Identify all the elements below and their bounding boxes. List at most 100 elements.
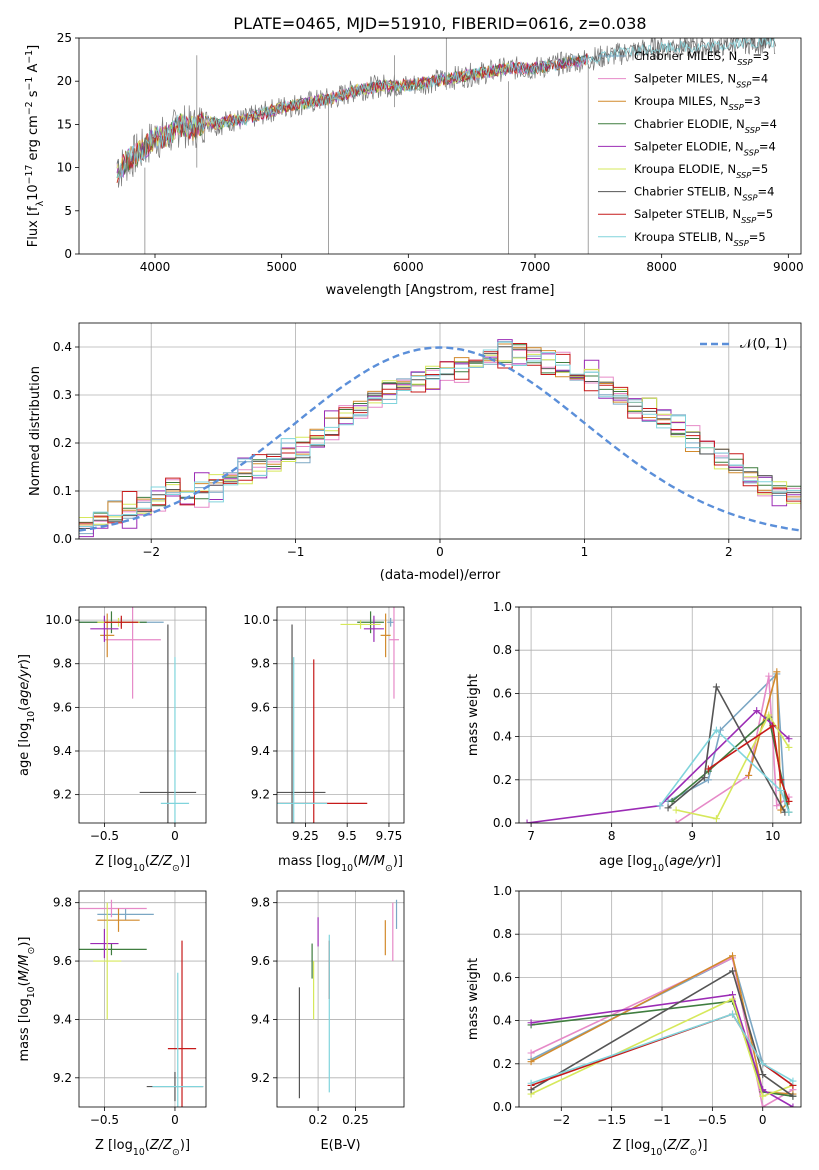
weight-marker-5 [729,995,737,1003]
y-axis-label: mass [log10(M/M⊙)] [17,937,37,1062]
y-tick-label: 5 [64,204,72,218]
x-tick-label: 10 [765,829,780,843]
legend-entry-3: Chabrier ELODIE, NSSP=4 [634,117,777,135]
weight-marker-6 [700,774,708,782]
y-tick-label: 9.6 [251,954,270,968]
x-tick-label: −2 [142,545,160,559]
y-tick-label: 0.4 [493,1014,512,1028]
y-tick-label: 0.6 [493,970,512,984]
y-tick-label: 25 [57,31,72,45]
weight-marker-1 [773,802,781,810]
x-tick-label: 8000 [646,260,677,274]
weight-marker-4 [789,1103,797,1107]
x-tick-label: 0 [759,1113,767,1127]
weight-marker-1 [765,672,773,680]
x-tick-label: 7 [527,829,535,843]
y-tick-label: 1.0 [493,884,512,898]
x-axis-label: age [log10(age/yr)] [599,854,721,874]
y-tick-label: 0.2 [53,436,72,450]
y-tick-label: 0.8 [493,927,512,941]
weight-marker-2 [773,668,781,676]
weight-series-8 [530,1013,794,1084]
x-tick-label: 4000 [140,260,171,274]
y-tick-label: 9.4 [251,744,270,758]
weight-marker-8 [729,1010,737,1018]
y-tick-label: 10.0 [45,613,72,627]
legend-entry-6: Chabrier STELIB, NSSP=4 [634,185,774,203]
y-tick-label: 9.4 [53,1012,72,1026]
weight-series-8 [659,728,790,813]
weight-marker-5 [712,815,720,823]
y-tick-label: 0.1 [53,484,72,498]
weight-marker-4 [523,819,531,823]
weight-marker-7 [769,722,777,730]
legend-entry-7: Salpeter STELIB, NSSP=5 [634,207,773,225]
legend-entry-8: Kroupa STELIB, NSSP=5 [634,230,766,248]
x-tick-label: 6000 [393,260,424,274]
x-tick-label: 9 [688,829,696,843]
y-axis-label: Flux [fλ10−17 erg cm−2 s−1 A−1] [24,45,46,247]
mass-vs-ebv-panel: 0.2 0.25 9.2 9.4 9.6 9.8 E(B-V) [251,890,405,1153]
plot-area [527,952,797,1107]
axes-frame [78,890,207,1108]
legend-entry-0: Chabrier MILES, NSSP=3 [634,49,769,67]
normal-reference-curve [79,346,801,532]
y-tick-label: 1.0 [493,600,512,614]
x-axis-label: mass [log10(M/M⊙)] [278,854,403,874]
axes-frame [78,322,802,540]
weight-series-5 [530,997,794,1098]
weight-marker-4 [785,735,793,743]
y-tick-label: 9.8 [53,896,72,910]
weight-marker-7 [777,776,785,784]
weight-marker-2 [745,771,753,779]
weight-marker-6 [759,1071,767,1079]
histogram-series-7 [79,343,801,524]
plot-area [79,607,197,823]
x-tick-label: −0.5 [90,829,119,843]
x-tick-label: −1 [653,1113,671,1127]
weight-marker-7 [785,797,793,805]
y-tick-label: 9.2 [251,788,270,802]
weight-marker-8 [656,802,664,810]
y-tick-label: 9.2 [53,1071,72,1085]
weight-marker-4 [753,707,761,715]
plot-area [523,668,793,823]
x-tick-label: 7000 [520,260,551,274]
y-tick-label: 0.0 [493,816,512,830]
plot-area [298,899,398,1099]
x-tick-label: 2 [725,545,733,559]
weight-marker-5 [785,743,793,751]
y-tick-label: 9.8 [251,657,270,671]
y-tick-label: 20 [57,74,72,88]
x-axis-label: Z [log10(Z/Z⊙)] [95,854,190,874]
weight-series-5 [675,713,790,820]
x-tick-label: 1 [581,545,589,559]
y-axis-label: mass weight [466,674,481,756]
y-tick-label: 0.6 [493,686,512,700]
model-spectrum-3 [116,55,587,179]
x-tick-label: −1 [287,545,305,559]
age-vs-mass-panel: 9.25 9.5 9.75 9.2 9.4 9.6 9.8 10.0 mass [log10(M… [243,606,405,874]
x-axis-label: wavelength [Angstrom, rest frame] [326,283,555,298]
axes-frame [276,890,405,1108]
weight-marker-8 [789,1077,797,1085]
weight-marker-8 [527,1079,535,1087]
y-tick-label: 9.6 [251,700,270,714]
legend-entry-4: Salpeter ELODIE, NSSP=4 [634,139,776,157]
legend-entry-normal: 𝒩(0, 1) [740,337,787,352]
y-axis-label: Normed distribution [28,366,43,496]
y-tick-label: 0.0 [53,532,72,546]
legend: Chabrier MILES, NSSP=3 Salpeter MILES, NS… [598,49,777,248]
age-vs-metallicity-panel: −0.5 0 9.2 9.4 9.6 9.8 10.0 Z [log10(Z/Z⊙)] age … [17,606,207,874]
weight-marker-8 [712,726,720,734]
weight-marker-6 [789,1092,797,1100]
weight-marker-5 [759,1092,767,1100]
weight-marker-4 [527,1019,535,1027]
plot-area [79,899,204,1107]
axes-frame [78,606,207,824]
y-tick-label: 0.3 [53,388,72,402]
y-tick-label: 9.2 [251,1071,270,1085]
weight-series-4 [530,993,794,1107]
y-tick-label: 9.4 [251,1012,270,1026]
weight-series-6 [530,969,794,1097]
